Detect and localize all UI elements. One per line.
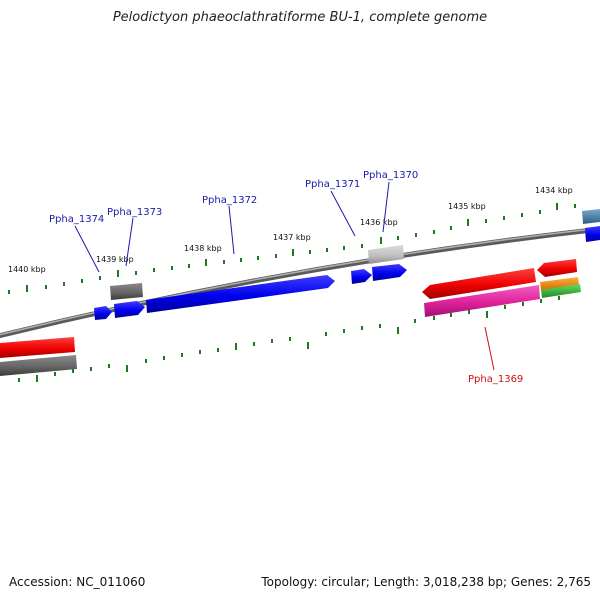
reverse-strand-features [0, 259, 581, 376]
kbp-label-1440: 1440 kbp [8, 265, 46, 274]
gene-arrow-ppha-1372[interactable] [146, 275, 335, 313]
kbp-label-1434: 1434 kbp [535, 186, 573, 195]
kbp-label-1439: 1439 kbp [96, 255, 134, 264]
gene-arrow-reverse-left[interactable] [0, 337, 75, 358]
feature-green[interactable] [541, 284, 581, 298]
gene-arrow-ppha-1371[interactable] [351, 269, 372, 284]
gene-label-ppha-1371[interactable]: Ppha_1371 [305, 179, 360, 190]
feature-gray-1373[interactable] [110, 283, 143, 300]
feature-steel-edge[interactable] [582, 209, 600, 224]
map-title: Pelodictyon phaeoclathratiforme BU-1, co… [112, 10, 488, 25]
gene-label-ppha-1369[interactable]: Ppha_1369 [468, 374, 523, 385]
gene-label-ppha-1370[interactable]: Ppha_1370 [363, 170, 418, 181]
outer-tick-ring [8, 203, 576, 294]
genome-backbone [0, 226, 600, 339]
accession-label: Accession: NC_011060 [9, 575, 146, 589]
gene-arrow-ppha-1374[interactable] [94, 306, 112, 320]
feature-gray-left[interactable] [0, 355, 77, 376]
kbp-label-1436: 1436 kbp [360, 218, 398, 227]
inner-tick-ring [18, 296, 560, 382]
genome-summary-label: Topology: circular; Length: 3,018,238 bp… [261, 575, 591, 589]
gene-arrow-reverse-right[interactable] [537, 259, 577, 277]
genome-backbone-highlight [0, 227, 600, 336]
forward-strand-features [94, 209, 600, 320]
kbp-label-1437: 1437 kbp [273, 233, 311, 242]
gene-label-ppha-1374[interactable]: Ppha_1374 [49, 214, 104, 225]
feature-lightgray-1370[interactable] [368, 245, 404, 264]
feature-orange[interactable] [540, 277, 579, 290]
feature-pink-1369[interactable] [424, 285, 540, 317]
gene-label-leaders [74, 181, 495, 371]
gene-label-ppha-1373[interactable]: Ppha_1373 [107, 207, 162, 218]
gene-arrow-ppha-1373[interactable] [114, 301, 145, 318]
kbp-label-1435: 1435 kbp [448, 202, 486, 211]
gene-arrow-reverse-mid[interactable] [422, 268, 536, 299]
gene-label-ppha-1372[interactable]: Ppha_1372 [202, 195, 257, 206]
gene-arrow-ppha-1370[interactable] [372, 264, 407, 281]
kbp-label-1438: 1438 kbp [184, 244, 222, 253]
gene-arrow-forward-edge[interactable] [585, 226, 600, 242]
